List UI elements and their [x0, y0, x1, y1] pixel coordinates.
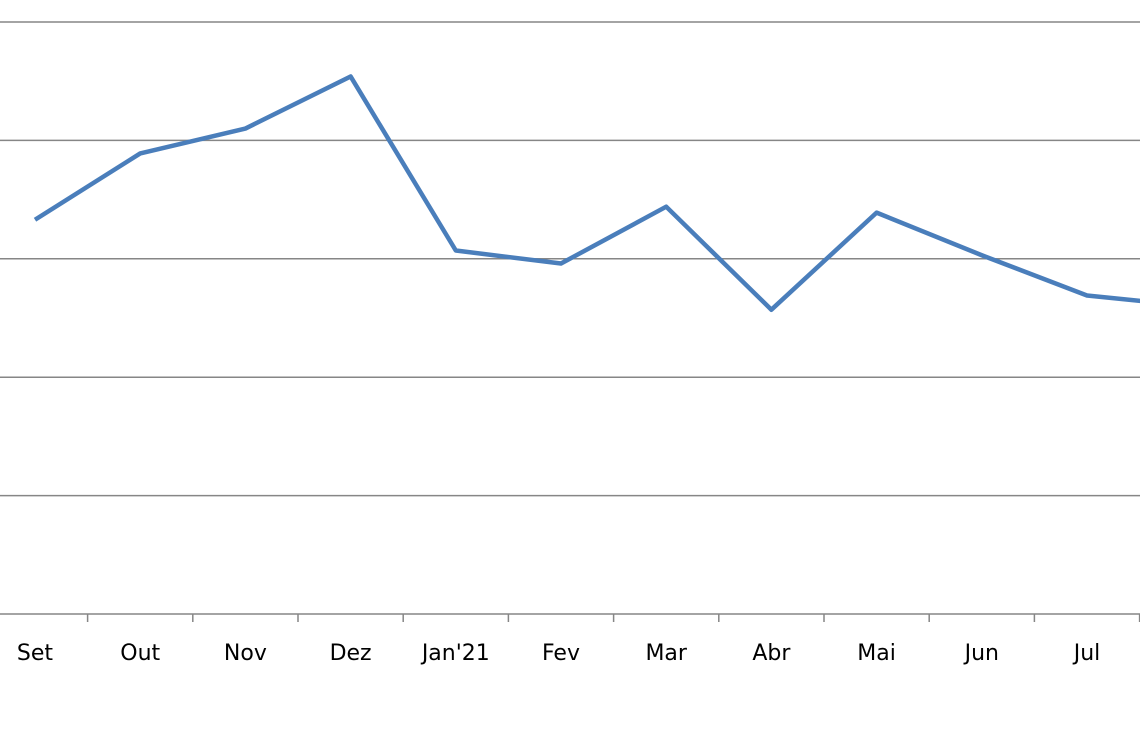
x-tick-label: Jan'21: [420, 641, 490, 666]
x-tick-label: Jun: [963, 641, 999, 666]
x-tick-label: Abr: [752, 641, 791, 666]
x-tick-label: Mar: [645, 641, 687, 666]
x-tick-label: Mai: [857, 641, 896, 666]
x-tick-label: Nov: [224, 641, 267, 666]
x-tick-label: Dez: [330, 641, 372, 666]
data-line: [33, 74, 1140, 312]
x-tick-label: Out: [120, 641, 160, 666]
x-tick-label: Set: [17, 641, 54, 666]
x-tick-label: Fev: [542, 641, 580, 666]
x-tick-label: Jul: [1072, 641, 1101, 666]
